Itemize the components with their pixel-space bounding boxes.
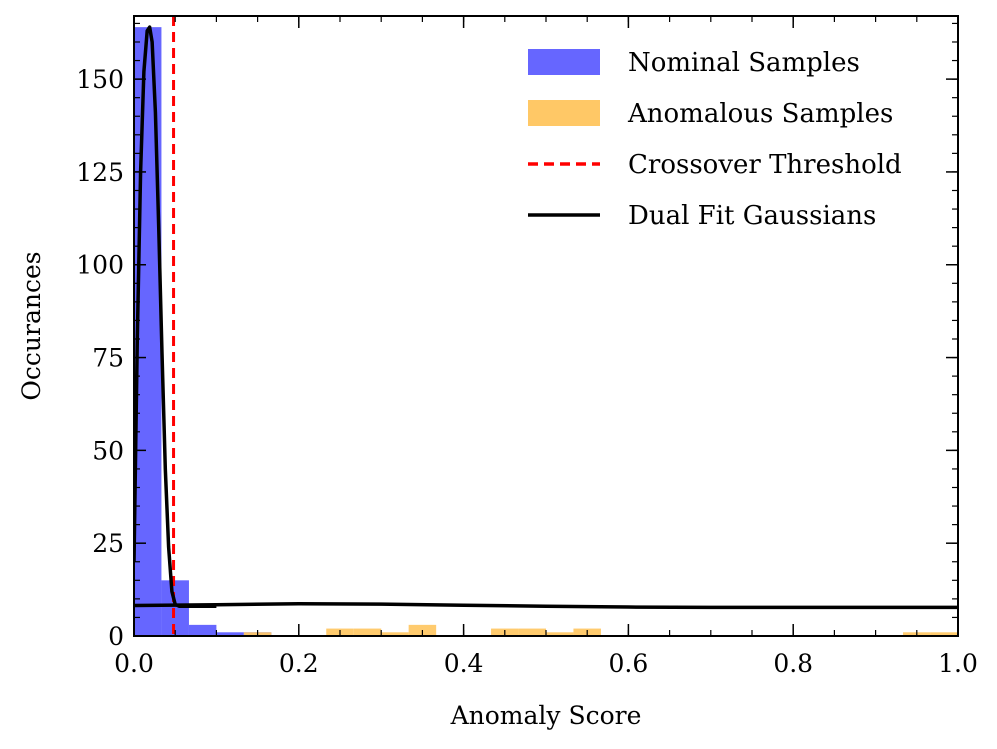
legend-gaussian-label: Dual Fit Gaussians [628,201,876,231]
legend-anomalous-label: Anomalous Samples [627,99,893,129]
y-tick-label: 50 [92,436,124,465]
y-tick-label: 125 [76,158,124,187]
plot-lines [134,16,958,636]
anomalous-bar-2 [353,628,382,636]
anomalous-bar-10 [930,632,958,636]
x-tick-label: 0.2 [279,649,319,678]
legend-anomalous-swatch [528,100,600,126]
y-axis-title: Occurances [17,251,46,400]
anomalous-bar-7 [546,632,574,636]
y-tick-label: 0 [108,622,124,651]
x-tick-label: 0.6 [609,649,649,678]
axis-ticks: 0.0 0.2 0.4 0.6 0.8 1.0 0 25 50 75 100 125 150 [76,16,978,678]
legend-threshold-label: Crossover Threshold [628,150,902,180]
anomalous-bar-3 [381,632,409,636]
x-tick-label: 0.4 [444,649,484,678]
nominal-bar-3 [216,632,244,636]
gaussian-curve-1 [134,601,958,610]
x-tick-label: 0.8 [773,649,813,678]
x-tick-label: 1.0 [938,649,978,678]
legend-nominal-label: Nominal Samples [628,48,860,78]
y-tick-label: 25 [92,529,124,558]
y-tick-label: 75 [92,344,124,373]
x-axis-title: Anomaly Score [450,701,642,730]
legend: Nominal Samples Anomalous Samples Crosso… [528,48,902,231]
y-tick-label: 100 [76,251,124,280]
nominal-bar-2 [188,624,217,636]
x-tick-label: 0.0 [114,649,154,678]
legend-nominal-swatch [528,49,600,75]
anomalous-bar-6 [518,628,546,636]
nominal-bar-1 [161,580,189,636]
y-tick-label: 150 [76,65,124,94]
